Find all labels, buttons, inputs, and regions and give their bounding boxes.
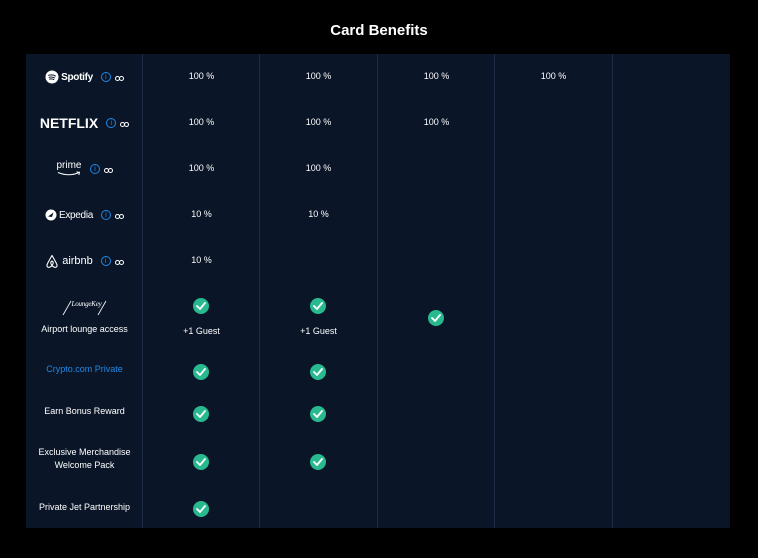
airbnb-logo-text: airbnb: [62, 255, 93, 267]
check-circle-icon: [193, 298, 209, 314]
benefit-value: 100 %: [423, 71, 450, 81]
benefit-row-merchandise: Exclusive Merchandise Welcome Pack: [26, 432, 730, 486]
crypto-private-link[interactable]: Crypto.com Private: [46, 364, 123, 374]
benefit-row-prime: prime i 100 % 100 %: [26, 146, 730, 192]
expedia-logo-icon: Expedia: [45, 209, 93, 221]
check-circle-icon: [310, 364, 326, 380]
airbnb-logo-icon: airbnb: [45, 254, 93, 269]
benefit-value: 100 %: [540, 71, 567, 81]
info-icon[interactable]: i: [100, 256, 111, 266]
page-title: Card Benefits: [330, 22, 428, 39]
benefit-value: 100 %: [305, 71, 332, 81]
prime-logo-icon: prime: [56, 161, 82, 177]
benefit-label-line2: Welcome Pack: [54, 460, 115, 470]
loungekey-logo-text: LoungeKey: [71, 300, 102, 308]
check-circle-icon: [310, 298, 326, 314]
benefit-value: 100 %: [305, 117, 332, 127]
benefit-row-netflix: NETFLIX i 100 % 100 % 100 %: [26, 100, 730, 146]
netflix-logo-text: NETFLIX: [39, 115, 99, 131]
check-circle-icon: [193, 501, 209, 517]
benefit-label-cell: NETFLIX i: [26, 100, 143, 146]
info-icon[interactable]: i: [100, 72, 111, 82]
info-icon[interactable]: i: [101, 210, 112, 220]
spotify-logo-text: Spotify: [61, 71, 93, 83]
benefit-value: 10 %: [191, 209, 212, 219]
check-circle-icon: [193, 454, 209, 470]
guest-allowance: +1 Guest: [300, 326, 337, 336]
prime-logo-text: prime: [56, 160, 82, 171]
check-circle-icon: [193, 406, 209, 422]
info-icon[interactable]: i: [90, 164, 100, 174]
benefit-row-private: Crypto.com Private: [26, 348, 730, 390]
benefit-label-cell: Crypto.com Private: [26, 348, 143, 390]
benefit-label-cell: LoungeKey Airport lounge access: [26, 284, 143, 348]
column-divider: [612, 54, 613, 528]
check-circle-icon: [310, 406, 326, 422]
guest-allowance: +1 Guest: [183, 326, 220, 336]
benefit-label: Earn Bonus Reward: [44, 405, 125, 416]
benefit-value: 100 %: [188, 71, 215, 81]
benefit-label-cell: prime i: [26, 146, 143, 192]
link-icon[interactable]: [114, 252, 124, 270]
benefit-label-cell: airbnb i: [26, 238, 143, 284]
benefit-label-cell: Private Jet Partnership: [26, 486, 143, 528]
spotify-logo-icon: Spotify: [45, 70, 93, 84]
benefit-row-spotify: Spotify i 100 % 100 % 100 % 100 %: [26, 54, 730, 100]
benefit-value: 10 %: [308, 209, 329, 219]
benefit-row-lounge: LoungeKey Airport lounge access +1 Guest…: [26, 284, 730, 348]
column-divider: [494, 54, 495, 528]
benefit-label-line1: Exclusive Merchandise: [38, 447, 131, 457]
benefit-row-bonus: Earn Bonus Reward: [26, 390, 730, 432]
benefit-row-private-jet: Private Jet Partnership: [26, 486, 730, 528]
link-icon[interactable]: [104, 160, 113, 178]
link-icon[interactable]: [115, 206, 125, 224]
benefit-row-expedia: Expedia i 10 % 10 %: [26, 192, 730, 238]
link-icon[interactable]: [114, 68, 124, 86]
column-divider: [377, 54, 378, 528]
benefit-value: 100 %: [188, 163, 215, 173]
benefit-row-airbnb: airbnb i 10 %: [26, 238, 730, 284]
check-circle-icon: [310, 454, 326, 470]
benefit-label-cell: Spotify i: [26, 54, 143, 100]
benefit-label-cell: Exclusive Merchandise Welcome Pack: [26, 432, 143, 486]
benefit-value: 100 %: [188, 117, 215, 127]
benefit-label-cell: Expedia i: [26, 192, 143, 238]
benefit-value: 10 %: [191, 255, 212, 265]
column-divider: [259, 54, 260, 528]
column-divider: [142, 54, 143, 528]
info-icon[interactable]: i: [106, 118, 117, 128]
check-circle-icon: [193, 364, 209, 380]
expedia-logo-text: Expedia: [58, 209, 94, 221]
check-circle-icon: [428, 310, 444, 326]
benefit-value: 100 %: [423, 117, 450, 127]
link-icon[interactable]: [120, 114, 130, 132]
benefit-label: Private Jet Partnership: [38, 501, 131, 512]
benefit-label: Airport lounge access: [41, 324, 128, 334]
benefit-value: 100 %: [305, 163, 332, 173]
benefits-table: Spotify i 100 % 100 % 100 % 100 % NETFLI…: [26, 54, 730, 528]
loungekey-logo-icon: LoungeKey: [62, 298, 108, 316]
benefit-label-cell: Earn Bonus Reward: [26, 390, 143, 432]
